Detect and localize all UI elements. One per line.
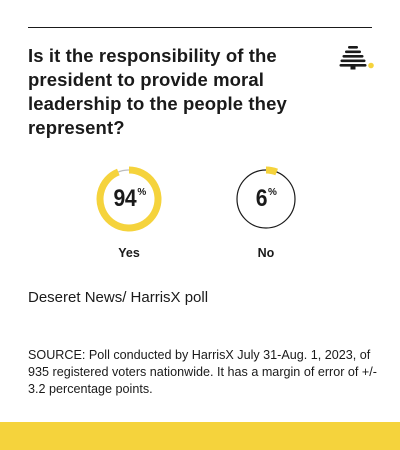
label-yes: Yes (118, 246, 140, 260)
chart-title: Is it the responsibility of the presiden… (28, 45, 287, 138)
arc-no (265, 166, 278, 176)
donut-no: 6 % (233, 166, 299, 232)
percent-sign: % (267, 187, 277, 198)
label-no: No (257, 246, 275, 260)
value-no: 6 (255, 185, 268, 212)
top-rule (28, 27, 372, 28)
percent-sign: % (137, 187, 147, 198)
source-note: SOURCE: Poll conducted by HarrisX July 3… (28, 348, 377, 396)
poll-name: Deseret News/ HarrisX poll (28, 289, 209, 306)
value-yes: 94 (113, 185, 136, 212)
arc-yes (96, 166, 162, 232)
donut-yes: 94 % (96, 166, 162, 232)
bottom-accent-bar (0, 422, 400, 450)
beehive-icon (338, 44, 374, 72)
